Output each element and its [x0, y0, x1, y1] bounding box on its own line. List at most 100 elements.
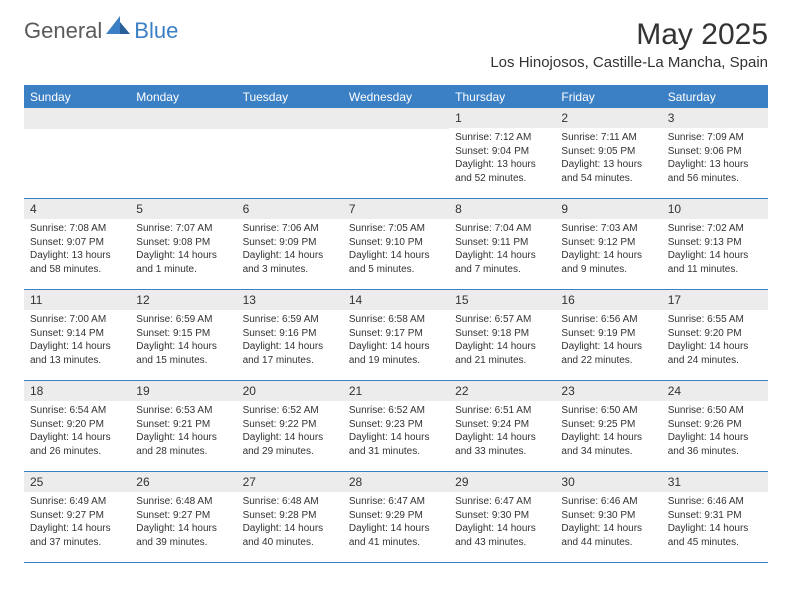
- day-body: Sunrise: 6:52 AMSunset: 9:23 PMDaylight:…: [343, 401, 449, 462]
- day-cell: 6Sunrise: 7:06 AMSunset: 9:09 PMDaylight…: [237, 199, 343, 289]
- day-cell: 23Sunrise: 6:50 AMSunset: 9:25 PMDayligh…: [555, 381, 661, 471]
- weeks-container: 1Sunrise: 7:12 AMSunset: 9:04 PMDaylight…: [24, 108, 768, 563]
- sunset-line: Sunset: 9:16 PM: [243, 327, 337, 341]
- week-row: 11Sunrise: 7:00 AMSunset: 9:14 PMDayligh…: [24, 290, 768, 381]
- sunrise-line: Sunrise: 6:53 AM: [136, 404, 230, 418]
- sunrise-line: Sunrise: 6:46 AM: [668, 495, 762, 509]
- daylight-line-1: Daylight: 14 hours: [668, 522, 762, 536]
- sunrise-line: Sunrise: 7:12 AM: [455, 131, 549, 145]
- sunset-line: Sunset: 9:05 PM: [561, 145, 655, 159]
- day-body: Sunrise: 6:54 AMSunset: 9:20 PMDaylight:…: [24, 401, 130, 462]
- month-title: May 2025: [490, 18, 768, 52]
- daylight-line-2: and 44 minutes.: [561, 536, 655, 550]
- day-cell: 18Sunrise: 6:54 AMSunset: 9:20 PMDayligh…: [24, 381, 130, 471]
- day-number: 3: [662, 108, 768, 128]
- day-cell: 2Sunrise: 7:11 AMSunset: 9:05 PMDaylight…: [555, 108, 661, 198]
- daylight-line-2: and 40 minutes.: [243, 536, 337, 550]
- day-number: 15: [449, 290, 555, 310]
- daylight-line-2: and 24 minutes.: [668, 354, 762, 368]
- daylight-line-2: and 7 minutes.: [455, 263, 549, 277]
- daylight-line-2: and 1 minute.: [136, 263, 230, 277]
- sunrise-line: Sunrise: 6:59 AM: [243, 313, 337, 327]
- day-body: Sunrise: 6:53 AMSunset: 9:21 PMDaylight:…: [130, 401, 236, 462]
- sunset-line: Sunset: 9:22 PM: [243, 418, 337, 432]
- daylight-line-2: and 37 minutes.: [30, 536, 124, 550]
- daylight-line-1: Daylight: 13 hours: [455, 158, 549, 172]
- sunset-line: Sunset: 9:09 PM: [243, 236, 337, 250]
- sunset-line: Sunset: 9:21 PM: [136, 418, 230, 432]
- sunrise-line: Sunrise: 7:07 AM: [136, 222, 230, 236]
- daylight-line-1: Daylight: 14 hours: [668, 340, 762, 354]
- day-body: Sunrise: 7:11 AMSunset: 9:05 PMDaylight:…: [555, 128, 661, 189]
- day-cell: 22Sunrise: 6:51 AMSunset: 9:24 PMDayligh…: [449, 381, 555, 471]
- sunrise-line: Sunrise: 6:54 AM: [30, 404, 124, 418]
- daylight-line-1: Daylight: 14 hours: [136, 340, 230, 354]
- day-number: 5: [130, 199, 236, 219]
- day-cell: 11Sunrise: 7:00 AMSunset: 9:14 PMDayligh…: [24, 290, 130, 380]
- day-cell: 7Sunrise: 7:05 AMSunset: 9:10 PMDaylight…: [343, 199, 449, 289]
- sunset-line: Sunset: 9:28 PM: [243, 509, 337, 523]
- weekday-header-row: SundayMondayTuesdayWednesdayThursdayFrid…: [24, 86, 768, 108]
- daylight-line-2: and 39 minutes.: [136, 536, 230, 550]
- day-body: Sunrise: 7:12 AMSunset: 9:04 PMDaylight:…: [449, 128, 555, 189]
- day-body: Sunrise: 7:08 AMSunset: 9:07 PMDaylight:…: [24, 219, 130, 280]
- day-cell: [343, 108, 449, 198]
- daylight-line-2: and 15 minutes.: [136, 354, 230, 368]
- sunrise-line: Sunrise: 7:11 AM: [561, 131, 655, 145]
- day-cell: 26Sunrise: 6:48 AMSunset: 9:27 PMDayligh…: [130, 472, 236, 562]
- day-cell: 30Sunrise: 6:46 AMSunset: 9:30 PMDayligh…: [555, 472, 661, 562]
- day-cell: [24, 108, 130, 198]
- logo-text-part2: Blue: [134, 18, 178, 44]
- day-cell: 1Sunrise: 7:12 AMSunset: 9:04 PMDaylight…: [449, 108, 555, 198]
- day-cell: [237, 108, 343, 198]
- sunset-line: Sunset: 9:15 PM: [136, 327, 230, 341]
- day-body: Sunrise: 6:49 AMSunset: 9:27 PMDaylight:…: [24, 492, 130, 553]
- sunset-line: Sunset: 9:20 PM: [30, 418, 124, 432]
- daylight-line-1: Daylight: 14 hours: [30, 522, 124, 536]
- day-body: Sunrise: 6:47 AMSunset: 9:29 PMDaylight:…: [343, 492, 449, 553]
- day-cell: 20Sunrise: 6:52 AMSunset: 9:22 PMDayligh…: [237, 381, 343, 471]
- day-number: 13: [237, 290, 343, 310]
- sunrise-line: Sunrise: 7:02 AM: [668, 222, 762, 236]
- day-number: 17: [662, 290, 768, 310]
- daylight-line-2: and 11 minutes.: [668, 263, 762, 277]
- sunrise-line: Sunrise: 6:48 AM: [136, 495, 230, 509]
- daylight-line-2: and 5 minutes.: [349, 263, 443, 277]
- sunrise-line: Sunrise: 6:55 AM: [668, 313, 762, 327]
- daylight-line-1: Daylight: 14 hours: [136, 249, 230, 263]
- day-cell: 28Sunrise: 6:47 AMSunset: 9:29 PMDayligh…: [343, 472, 449, 562]
- daylight-line-1: Daylight: 14 hours: [561, 249, 655, 263]
- daylight-line-1: Daylight: 13 hours: [668, 158, 762, 172]
- logo-triangle-icon: [106, 16, 130, 34]
- day-body: Sunrise: 6:47 AMSunset: 9:30 PMDaylight:…: [449, 492, 555, 553]
- day-body: Sunrise: 6:52 AMSunset: 9:22 PMDaylight:…: [237, 401, 343, 462]
- day-number: 25: [24, 472, 130, 492]
- day-body: Sunrise: 6:56 AMSunset: 9:19 PMDaylight:…: [555, 310, 661, 371]
- daylight-line-2: and 33 minutes.: [455, 445, 549, 459]
- day-cell: 10Sunrise: 7:02 AMSunset: 9:13 PMDayligh…: [662, 199, 768, 289]
- day-body: Sunrise: 6:51 AMSunset: 9:24 PMDaylight:…: [449, 401, 555, 462]
- day-number: 18: [24, 381, 130, 401]
- daylight-line-2: and 56 minutes.: [668, 172, 762, 186]
- day-number: 11: [24, 290, 130, 310]
- daylight-line-2: and 21 minutes.: [455, 354, 549, 368]
- sunset-line: Sunset: 9:17 PM: [349, 327, 443, 341]
- daylight-line-2: and 54 minutes.: [561, 172, 655, 186]
- sunrise-line: Sunrise: 6:52 AM: [349, 404, 443, 418]
- week-row: 25Sunrise: 6:49 AMSunset: 9:27 PMDayligh…: [24, 472, 768, 563]
- sunset-line: Sunset: 9:29 PM: [349, 509, 443, 523]
- day-number: 23: [555, 381, 661, 401]
- sunrise-line: Sunrise: 6:57 AM: [455, 313, 549, 327]
- weekday-cell: Friday: [555, 86, 661, 108]
- day-body: Sunrise: 7:06 AMSunset: 9:09 PMDaylight:…: [237, 219, 343, 280]
- week-row: 18Sunrise: 6:54 AMSunset: 9:20 PMDayligh…: [24, 381, 768, 472]
- title-block: May 2025 Los Hinojosos, Castille-La Manc…: [490, 18, 768, 71]
- day-body: Sunrise: 6:55 AMSunset: 9:20 PMDaylight:…: [662, 310, 768, 371]
- daylight-line-1: Daylight: 14 hours: [30, 340, 124, 354]
- day-body: Sunrise: 6:58 AMSunset: 9:17 PMDaylight:…: [343, 310, 449, 371]
- day-body: Sunrise: 7:04 AMSunset: 9:11 PMDaylight:…: [449, 219, 555, 280]
- day-body: Sunrise: 6:59 AMSunset: 9:15 PMDaylight:…: [130, 310, 236, 371]
- daylight-line-1: Daylight: 14 hours: [561, 431, 655, 445]
- daylight-line-2: and 41 minutes.: [349, 536, 443, 550]
- day-number-empty: [130, 108, 236, 129]
